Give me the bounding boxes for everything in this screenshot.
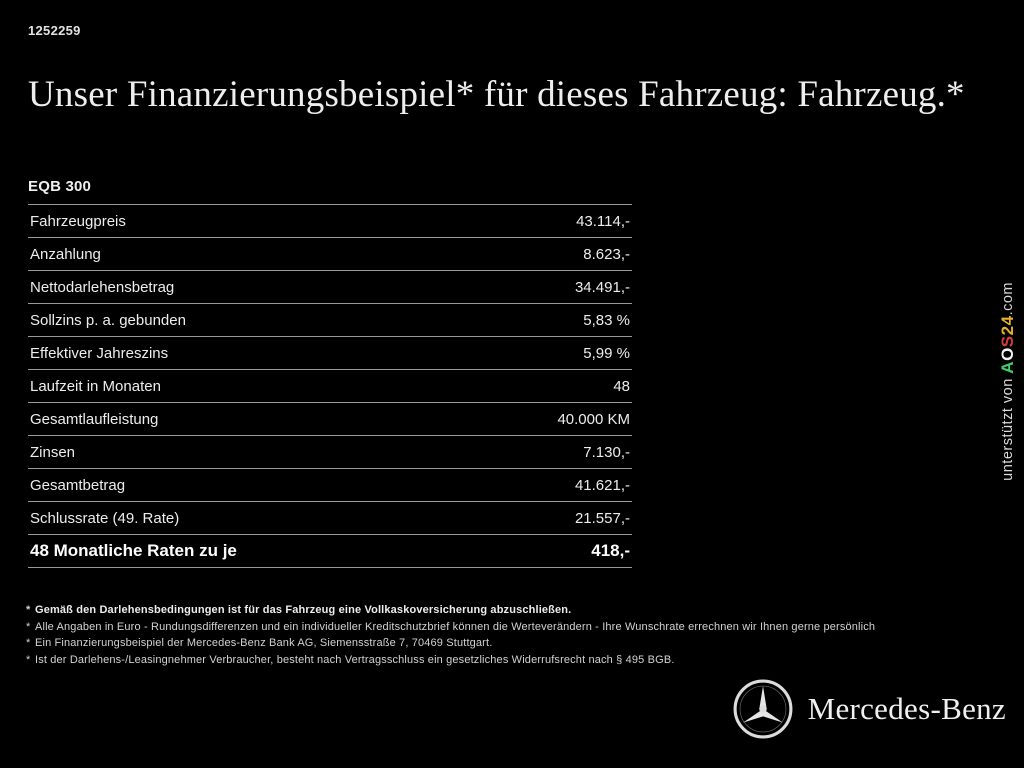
row-label: Laufzeit in Monaten xyxy=(30,377,161,395)
table-row: Sollzins p. a. gebunden 5,83 % xyxy=(28,303,632,337)
logo-number-24: 24 xyxy=(997,315,1017,336)
table-row: Nettodarlehensbetrag 34.491,- xyxy=(28,270,632,304)
total-label: 48 Monatliche Raten zu je xyxy=(30,541,237,560)
table-row: Effektiver Jahreszins 5,99 % xyxy=(28,336,632,370)
sponsor-prefix: unterstützt von xyxy=(999,373,1016,481)
footnote-item: * Ist der Darlehens-/Leasingnehmer Verbra… xyxy=(26,652,1006,669)
table-row: Laufzeit in Monaten 48 xyxy=(28,369,632,403)
bullet-icon: * xyxy=(26,620,31,633)
table-row: Gesamtbetrag 41.621,- xyxy=(28,468,632,502)
row-value: 40.000 KM xyxy=(557,410,630,428)
sponsor-text: unterstützt von AOS24.com xyxy=(998,282,1017,481)
bullet-icon: * xyxy=(26,604,31,616)
table-row: Zinsen 7.130,- xyxy=(28,435,632,469)
row-label: Schlussrate (49. Rate) xyxy=(30,509,180,527)
sponsor-strip: unterstützt von AOS24.com xyxy=(992,282,1022,582)
document-id: 1252259 xyxy=(28,23,81,38)
footnote-text: Ein Finanzierungsbeispiel der Mercedes-B… xyxy=(35,637,493,649)
footnotes: * Gemäß den Darlehensbedingungen ist für … xyxy=(26,602,1006,668)
row-value: 48 xyxy=(613,377,630,395)
row-label: Gesamtbetrag xyxy=(30,476,126,494)
row-value: 43.114,- xyxy=(576,212,630,230)
logo-letter-s: S xyxy=(997,335,1017,348)
page-title: Unser Finanzierungsbeispiel* für dieses … xyxy=(28,74,965,115)
footnote-item: * Alle Angaben in Euro - Rundungsdifferen… xyxy=(26,619,1006,636)
bullet-icon: * xyxy=(26,637,31,649)
footnote-item: * Ein Finanzierungsbeispiel der Mercedes-… xyxy=(26,635,1006,652)
row-label: Fahrzeugpreis xyxy=(30,212,126,230)
table-row-total: 48 Monatliche Raten zu je 418,- xyxy=(28,534,632,568)
row-label: Nettodarlehensbetrag xyxy=(30,278,175,296)
row-label: Effektiver Jahreszins xyxy=(30,344,169,362)
logo-letter-a: A xyxy=(997,360,1017,374)
row-label: Sollzins p. a. gebunden xyxy=(30,311,186,329)
vehicle-model-label: EQB 300 xyxy=(28,178,92,195)
row-value: 5,83 % xyxy=(583,311,630,329)
row-label: Zinsen xyxy=(30,443,76,461)
financing-table-body: Fahrzeugpreis 43.114,- Anzahlung 8.623,-… xyxy=(28,204,632,568)
aos24-logo[interactable]: AOS24 xyxy=(998,315,1017,373)
footnote-item: * Gemäß den Darlehensbedingungen ist für … xyxy=(26,602,1006,619)
row-value: 8.623,- xyxy=(583,245,630,263)
row-value: 21.557,- xyxy=(574,509,630,527)
row-value: 41.621,- xyxy=(574,476,630,494)
total-value: 418,- xyxy=(591,541,630,560)
row-label: Gesamtlaufleistung xyxy=(30,410,159,428)
table-row: Fahrzeugpreis 43.114,- xyxy=(28,204,632,238)
row-label: Anzahlung xyxy=(30,245,101,263)
row-value: 5,99 % xyxy=(583,344,630,362)
bullet-icon: * xyxy=(26,653,31,666)
financing-table: Fahrzeugpreis 43.114,- Anzahlung 8.623,-… xyxy=(28,204,632,568)
logo-dotcom: .com xyxy=(999,282,1016,316)
row-value: 7.130,- xyxy=(583,443,630,461)
footnote-text: Ist der Darlehens-/Leasingnehmer Verbrau… xyxy=(35,653,675,666)
row-value: 34.491,- xyxy=(574,278,630,296)
footnote-text: Gemäß den Darlehensbedingungen ist für d… xyxy=(35,604,572,616)
footnote-text: Alle Angaben in Euro - Rundungsdifferenz… xyxy=(35,620,876,633)
mercedes-benz-wordmark: Mercedes-Benz xyxy=(807,691,1006,726)
mercedes-star-icon xyxy=(733,679,793,739)
mercedes-benz-logo: Mercedes-Benz xyxy=(732,678,1006,740)
logo-letter-o: O xyxy=(997,347,1017,361)
table-row: Gesamtlaufleistung 40.000 KM xyxy=(28,402,632,436)
table-row: Schlussrate (49. Rate) 21.557,- xyxy=(28,501,632,535)
table-row: Anzahlung 8.623,- xyxy=(28,237,632,271)
